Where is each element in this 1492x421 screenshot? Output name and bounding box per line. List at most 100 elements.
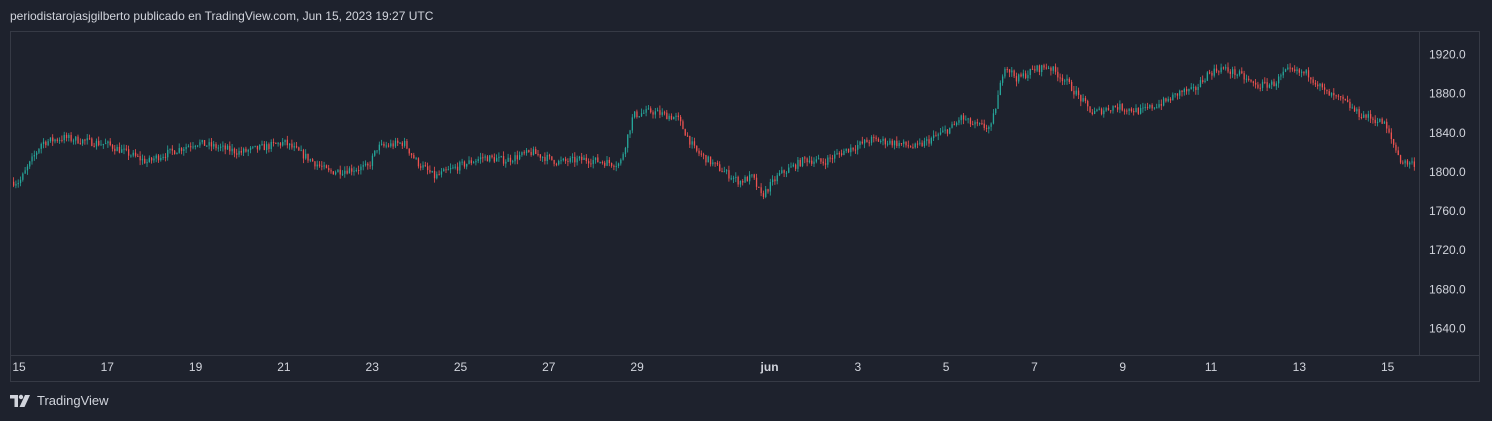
candle-body bbox=[1330, 92, 1333, 96]
candle-body bbox=[824, 163, 827, 165]
candle-body bbox=[199, 142, 201, 146]
candle-body bbox=[933, 135, 935, 139]
candle-body bbox=[847, 148, 850, 153]
candle-body bbox=[896, 140, 898, 147]
candle-body bbox=[79, 143, 81, 145]
candle-body bbox=[68, 135, 70, 139]
time-tick-label: 29 bbox=[630, 360, 644, 374]
candle-body bbox=[985, 127, 988, 129]
candle-body bbox=[1275, 83, 1277, 87]
candle-body bbox=[160, 158, 162, 161]
candle-body bbox=[949, 127, 951, 134]
candle-body bbox=[613, 165, 615, 167]
candle-body bbox=[599, 162, 601, 164]
candle-body bbox=[38, 148, 40, 153]
candle-body bbox=[818, 158, 820, 160]
candle-body bbox=[877, 138, 880, 142]
candle-body bbox=[440, 171, 443, 175]
candle-body bbox=[737, 176, 739, 185]
candle-body bbox=[981, 123, 983, 125]
candle-body bbox=[827, 157, 829, 165]
time-axis[interactable]: 15 17 19 21 23 25 27 29 jun 3 5 7 9 11 13 15 bbox=[12, 360, 1394, 374]
candle-body bbox=[790, 166, 792, 168]
candle-body bbox=[919, 142, 921, 144]
candle-body bbox=[438, 174, 440, 176]
candle-body bbox=[1388, 128, 1390, 133]
candle-body bbox=[1211, 72, 1213, 76]
candle-body bbox=[468, 160, 470, 164]
candle-body bbox=[1068, 78, 1070, 82]
candle-body bbox=[942, 130, 944, 133]
candle-body bbox=[1215, 68, 1218, 72]
candle-body bbox=[861, 141, 863, 144]
candle-body bbox=[1022, 73, 1024, 77]
candle-body bbox=[643, 112, 645, 114]
candle-body bbox=[1192, 87, 1195, 89]
candle-body bbox=[484, 156, 486, 158]
candle-body bbox=[1324, 87, 1326, 90]
candle-body bbox=[371, 155, 374, 166]
candle-body bbox=[454, 166, 456, 168]
candle-body bbox=[1167, 98, 1169, 102]
candle-body bbox=[1266, 82, 1268, 88]
candle-body bbox=[1328, 91, 1330, 96]
candle-body bbox=[514, 155, 516, 162]
candle-body bbox=[974, 122, 976, 125]
candle-body bbox=[203, 140, 206, 146]
candle-body bbox=[801, 157, 804, 166]
candle-body bbox=[466, 163, 468, 167]
candle-body bbox=[1333, 92, 1335, 96]
candle-body bbox=[420, 166, 422, 168]
candle-body bbox=[583, 157, 585, 161]
candle-body bbox=[351, 168, 353, 172]
candle-body bbox=[475, 160, 477, 163]
candle-body bbox=[63, 134, 65, 141]
candle-body bbox=[1080, 95, 1082, 102]
candle-body bbox=[604, 162, 606, 166]
candle-body bbox=[884, 138, 886, 145]
price-axis[interactable]: 1920.0 1880.0 1840.0 1800.0 1760.0 1720.0 1680… bbox=[1429, 48, 1466, 336]
candle-body bbox=[712, 162, 714, 165]
candle-body bbox=[132, 152, 134, 156]
candle-body bbox=[636, 111, 638, 118]
candle-body bbox=[512, 161, 514, 163]
candle-body bbox=[565, 158, 567, 161]
price-tick-label: 1680.0 bbox=[1429, 282, 1466, 296]
candle-body bbox=[505, 161, 507, 164]
candle-body bbox=[247, 149, 249, 152]
candle-body bbox=[155, 155, 157, 159]
candle-body bbox=[590, 163, 592, 165]
candle-body bbox=[990, 123, 992, 127]
candle-body bbox=[723, 171, 725, 173]
candle-body bbox=[1241, 71, 1243, 74]
price-tick-label: 1880.0 bbox=[1429, 87, 1466, 101]
candle-body bbox=[1220, 67, 1222, 73]
candle-body bbox=[1310, 77, 1312, 80]
candle-body bbox=[808, 160, 811, 163]
candle-body bbox=[875, 137, 877, 139]
candle-body bbox=[70, 135, 72, 141]
candle-body bbox=[528, 150, 530, 152]
time-tick-label: 15 bbox=[1381, 360, 1395, 374]
candle-body bbox=[889, 140, 891, 144]
time-tick-label: 23 bbox=[366, 360, 380, 374]
candle-body bbox=[146, 161, 148, 164]
candle-body bbox=[1050, 67, 1052, 71]
candle-body bbox=[1057, 71, 1059, 78]
candle-body bbox=[302, 150, 305, 159]
candle-body bbox=[686, 135, 689, 137]
candle-body bbox=[675, 115, 677, 117]
candle-body bbox=[914, 143, 916, 148]
candle-body bbox=[47, 141, 49, 146]
candle-body bbox=[114, 148, 116, 152]
tradingview-footer[interactable]: TradingView bbox=[10, 393, 109, 408]
candle-body bbox=[210, 142, 213, 147]
candle-body bbox=[567, 160, 569, 162]
candle-body bbox=[1317, 84, 1319, 87]
candle-body bbox=[226, 145, 229, 150]
candle-body bbox=[999, 82, 1001, 95]
candle-body bbox=[903, 141, 905, 144]
candle-body bbox=[680, 116, 682, 122]
candle-body bbox=[118, 146, 121, 153]
